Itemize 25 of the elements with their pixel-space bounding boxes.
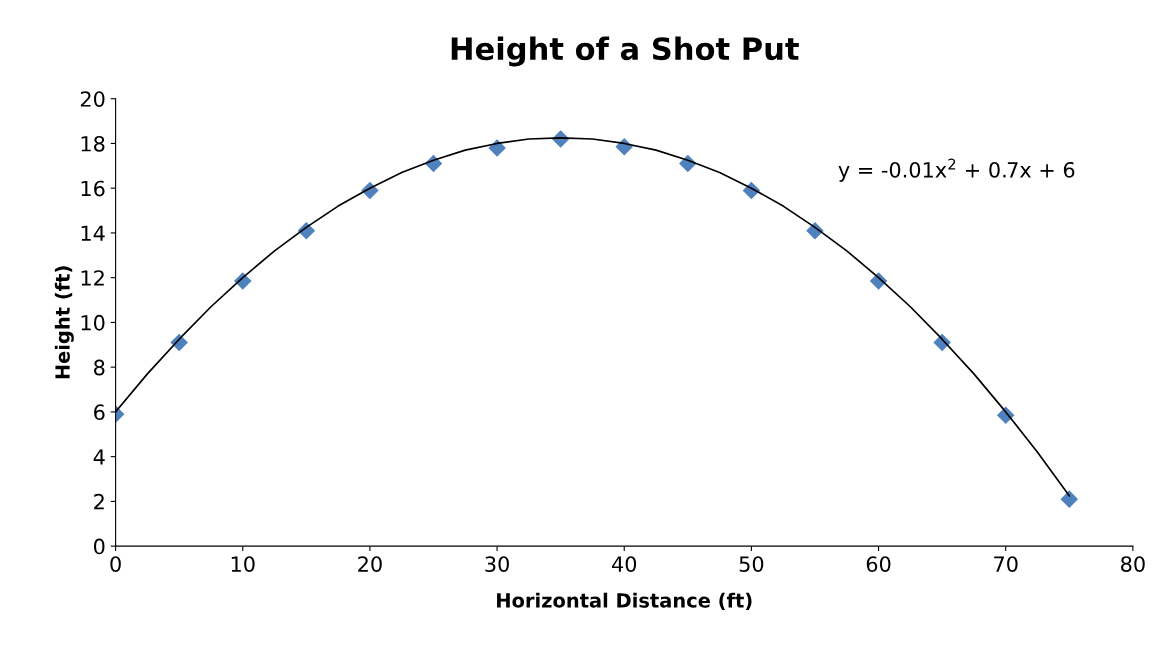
- x-tick-label: 10: [231, 556, 255, 572]
- y-tick-label: 2: [94, 493, 104, 510]
- y-tick-label: 18: [81, 135, 105, 152]
- y-tick-label: 16: [81, 180, 105, 197]
- point: [1060, 490, 1079, 508]
- x-tick-label: 50: [739, 556, 764, 572]
- x-tick-label: 30: [485, 556, 509, 572]
- x-tick-label: 70: [994, 556, 1018, 572]
- x-tick-label: 0: [110, 556, 121, 572]
- annotation: y = -0.01x$^{2}$ + 0.7x + 6: [838, 158, 1075, 182]
- x-tick-label: 20: [358, 556, 382, 572]
- y-tick-label: 20: [80, 91, 105, 107]
- y-tick-label: 6: [94, 404, 105, 421]
- y-axis-title: Height (ft): [54, 266, 74, 379]
- y-tick-label: 14: [81, 225, 105, 241]
- x-tick-label: 60: [866, 556, 891, 572]
- y-tick-label: 0: [94, 538, 105, 555]
- y-tick-label: 8: [94, 359, 105, 376]
- y-tick-label: 12: [81, 270, 104, 286]
- y-tick-label: 4: [93, 449, 105, 465]
- x-axis-title: Horizontal Distance (ft): [497, 592, 752, 611]
- y-tick-label: 10: [81, 314, 105, 331]
- x-tick-label: 80: [1121, 556, 1145, 572]
- x-tick-label: 40: [612, 556, 637, 572]
- chart-title: Height of a Shot Put: [451, 36, 799, 67]
